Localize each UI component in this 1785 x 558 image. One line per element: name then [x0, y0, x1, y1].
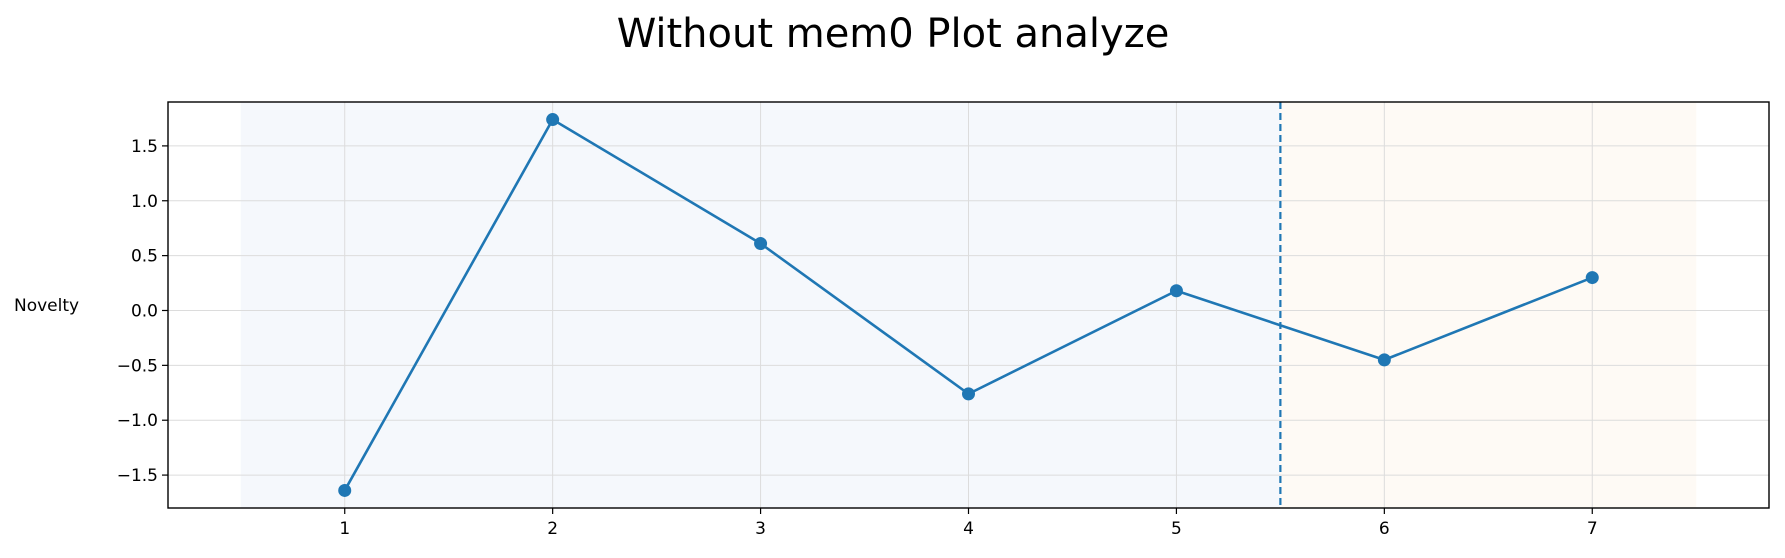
x-tick-label-4: 4 [963, 519, 974, 539]
x-axis-ticks: 1 2 3 4 5 6 7 [339, 508, 1598, 539]
y-axis-ticks: 1.5 1.0 0.5 0.0 −0.5 −1.0 −1.5 [117, 137, 168, 486]
data-point-1 [338, 483, 352, 497]
data-point-5 [1169, 284, 1183, 298]
chart-title: Without mem0 Plot analyze [617, 11, 1170, 57]
data-point-7 [1585, 271, 1599, 285]
x-tick-label-3: 3 [755, 519, 766, 539]
x-tick-label-6: 6 [1379, 519, 1390, 539]
x-tick-label-1: 1 [339, 519, 350, 539]
shaded-region-2 [1280, 102, 1697, 508]
y-tick-label-3: 0.5 [131, 247, 158, 267]
grid-lines [168, 102, 1769, 508]
x-tick-label-5: 5 [1171, 519, 1182, 539]
data-point-2 [546, 113, 560, 127]
series [338, 113, 1599, 497]
y-tick-label-1: 1.5 [131, 137, 158, 157]
y-tick-label-2: 1.0 [131, 192, 158, 212]
data-point-4 [962, 387, 975, 401]
data-point-3 [754, 237, 768, 251]
y-tick-label-6: −1.0 [117, 411, 158, 431]
y-tick-label-5: −0.5 [117, 356, 158, 376]
y-tick-label-4: 0.0 [131, 301, 158, 321]
y-tick-label-7: −1.5 [117, 466, 158, 486]
data-point-6 [1377, 353, 1391, 367]
y-axis-label: Novelty [14, 296, 79, 316]
x-tick-label-2: 2 [547, 519, 558, 539]
x-tick-label-7: 7 [1587, 519, 1598, 539]
